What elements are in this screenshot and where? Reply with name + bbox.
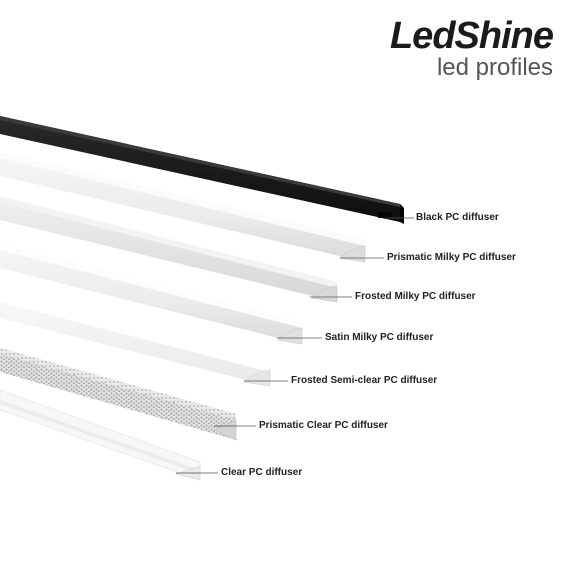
profile-frosted-semi-clear	[0, 296, 271, 387]
label-prismatic-clear-pc-diffuser: Prismatic Clear PC diffuser	[259, 420, 388, 431]
label-clear-pc-diffuser: Clear PC diffuser	[221, 467, 303, 478]
label-frosted-milky-pc-diffuser: Frosted Milky PC diffuser	[355, 291, 476, 302]
label-prismatic-milky-pc-diffuser: Prismatic Milky PC diffuser	[387, 252, 516, 263]
label-frosted-semi-clear-pc-diffuser: Frosted Semi-clear PC diffuser	[291, 375, 438, 386]
brand-tagline: led profiles	[436, 54, 553, 81]
profile-prismatic-clear	[0, 348, 237, 441]
brand-name: LedShine	[389, 15, 554, 57]
leader-lines	[176, 217, 414, 474]
label-black-pc-diffuser: Black PC diffuser	[416, 212, 499, 223]
profile-frosted-milky	[0, 196, 338, 303]
profile-black	[0, 116, 404, 224]
label-satin-milky-pc-diffuser: Satin Milky PC diffuser	[325, 332, 434, 343]
brand-logo: LedShine led profiles	[389, 14, 554, 81]
